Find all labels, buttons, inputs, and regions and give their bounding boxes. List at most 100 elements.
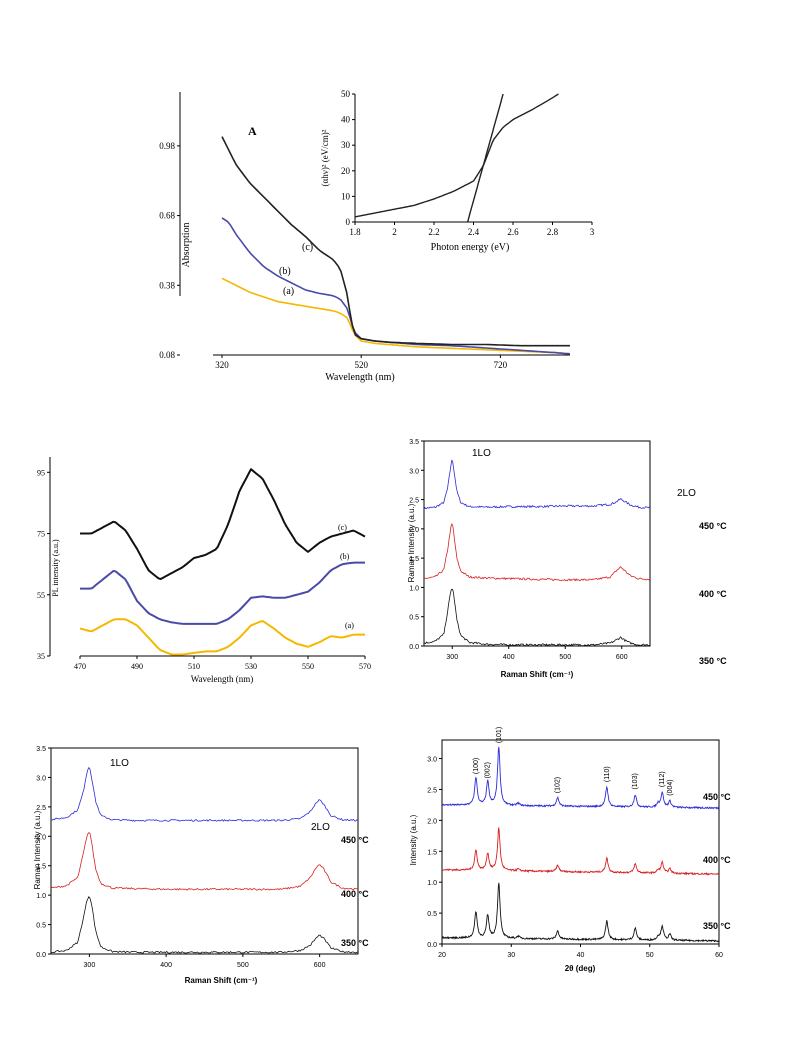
raman-top-y-tick-label: 1.0 [409, 585, 419, 592]
raman-bottom-legend-400: 400 °C [341, 889, 369, 899]
xrd-y-tick-label: 1.0 [427, 880, 437, 887]
raman-top-y-tick-label: 0.5 [409, 615, 419, 622]
photoluminescence-x-tick-label: 550 [302, 662, 314, 671]
raman-top-frame [423, 440, 651, 647]
raman-top-y-label: Raman Intensity (a.u.) [407, 503, 416, 582]
xrd-y-tick-label: 0.5 [427, 911, 437, 918]
raman-bottom-y-tick-label: 1.5 [36, 864, 46, 871]
tauc-y-tick-label: 40 [341, 115, 351, 125]
raman-chart-top: Raman Shift (cm⁻¹) Raman Intensity (a.u.… [407, 439, 727, 679]
absorption-y-label: Absorption [181, 223, 192, 268]
xrd-x-tick-label: 20 [438, 952, 446, 959]
photoluminescence-x-tick-label: 470 [74, 662, 86, 671]
xrd-peak-label: (002) [485, 762, 492, 778]
absorption-x-label: Wavelength (nm) [325, 372, 394, 383]
xrd-series-0 [442, 746, 720, 810]
tauc-y-tick-label: 30 [341, 140, 351, 150]
photoluminescence-x-tick-label: 490 [131, 662, 143, 671]
xrd-frame [441, 739, 720, 945]
raman-bottom-series-0 [50, 767, 359, 822]
absorption-panel-label: A [248, 124, 257, 138]
raman-bottom-y-label: Raman Intensity (a.u.) [33, 810, 42, 889]
xrd-legend-350: 350 °C [703, 921, 731, 931]
tauc-x-tick-label: 2.2 [428, 227, 439, 237]
absorption-y-tick-label: 0.08 [159, 350, 175, 360]
raman-bottom-y-tick-label: 3.5 [36, 746, 46, 753]
tauc-series-1 [466, 93, 504, 223]
absorption-x-tick-label: 320 [215, 360, 229, 370]
absorption-series-1 [221, 217, 571, 355]
tauc-x-tick-label: 1.8 [349, 227, 361, 237]
raman-top-x-label: Raman Shift (cm⁻¹) [501, 670, 574, 679]
raman-bottom-y-tick-label: 2.0 [36, 834, 46, 841]
tauc-x-tick-label: 2 [392, 227, 397, 237]
raman-top-legend-350: 350 °C [699, 656, 727, 666]
tauc-x-label: Photon energy (eV) [431, 242, 510, 253]
xrd-y-tick-label: 1.5 [427, 849, 437, 856]
tauc-x-tick-label: 3 [590, 227, 595, 237]
photoluminescence-y-tick-label: 95 [37, 468, 45, 477]
raman-bottom-legend-350: 350 °C [341, 938, 369, 948]
raman-top-series-1 [423, 523, 651, 582]
raman-top-legend-450: 450 °C [699, 521, 727, 531]
raman-chart-bottom: Raman Shift (cm⁻¹) Raman Intensity (a.u.… [33, 746, 369, 985]
raman-top-x-tick-label: 400 [503, 654, 515, 661]
xrd-x-tick-label: 30 [507, 952, 515, 959]
photoluminescence-x-tick-label: 570 [359, 662, 371, 671]
tauc-y-label: (αhν)² (eV/cm)² [320, 129, 330, 186]
raman-top-y-tick-label: 2.0 [409, 527, 419, 534]
absorption-x-tick-label: 520 [354, 360, 368, 370]
xrd-legend-400: 400 °C [703, 855, 731, 865]
photoluminescence-y-tick-label: 35 [37, 652, 45, 661]
xrd-peak-label: (101) [496, 727, 503, 743]
pl-label-b: (b) [340, 552, 350, 561]
raman-bottom-y-tick-label: 1.0 [36, 893, 46, 900]
raman-bottom-y-tick-label: 3.0 [36, 775, 46, 782]
absorption-label-b: (b) [279, 266, 291, 277]
tauc-y-tick-label: 50 [341, 89, 351, 99]
raman-bottom-y-tick-label: 0.5 [36, 923, 46, 930]
tauc-x-tick-label: 2.6 [507, 227, 519, 237]
pl-y-label: PL intensity (a.u.) [51, 539, 60, 597]
absorption-x-tick-label: 720 [494, 360, 508, 370]
xrd-legend-450: 450 °C [703, 792, 731, 802]
raman-top-y-tick-label: 2.5 [409, 498, 419, 505]
xrd-peak-label: (004) [667, 779, 674, 795]
raman-bottom-x-tick-label: 500 [237, 962, 249, 969]
pl-label-c: (c) [338, 523, 347, 532]
tauc-inset-chart: Photon energy (eV) (αhν)² (eV/cm)² 1.8 2 2… [320, 89, 595, 253]
xrd-y-tick-label: 3.0 [427, 757, 437, 764]
raman-bottom-2lo-label: 2LO [311, 822, 330, 833]
pl-series-1 [80, 561, 365, 625]
absorption-series-2 [221, 136, 570, 347]
raman-bottom-frame [50, 747, 359, 955]
xrd-chart: 2θ (deg) Intensity (a.u.) 20 30 40 50 60 0.0 0… [409, 727, 731, 973]
raman-bottom-x-tick-label: 400 [160, 962, 172, 969]
tauc-x-tick-label: 2.8 [547, 227, 559, 237]
raman-top-series-0 [423, 459, 651, 510]
xrd-x-tick-label: 40 [577, 952, 585, 959]
photoluminescence-y-tick-label: 55 [37, 591, 45, 600]
absorption-label-c: (c) [302, 242, 313, 253]
xrd-peak-label: (102) [555, 777, 562, 793]
tauc-x-tick-label: 2.4 [468, 227, 480, 237]
absorption-y-tick-label: 0.38 [159, 280, 175, 290]
xrd-x-tick-label: 50 [646, 952, 654, 959]
raman-bottom-x-tick-label: 600 [314, 962, 326, 969]
photoluminescence-y-tick-label: 75 [37, 530, 45, 539]
raman-top-y-tick-label: 0.0 [409, 644, 419, 651]
xrd-series-2 [441, 882, 720, 943]
xrd-peak-label: (110) [604, 766, 611, 782]
xrd-y-label: Intensity (a.u.) [409, 814, 418, 865]
raman-bottom-y-tick-label: 0.0 [36, 952, 46, 959]
raman-top-x-tick-label: 600 [616, 654, 628, 661]
absorption-label-a: (a) [283, 286, 294, 297]
tauc-series-0 [354, 93, 559, 218]
raman-top-2lo-label: 2LO [677, 488, 696, 499]
absorption-series-0 [221, 277, 571, 355]
absorption-y-tick-label: 0.98 [159, 141, 175, 151]
raman-top-legend-400: 400 °C [699, 589, 727, 599]
raman-bottom-series-2 [50, 896, 359, 954]
raman-top-y-tick-label: 3.0 [409, 468, 419, 475]
